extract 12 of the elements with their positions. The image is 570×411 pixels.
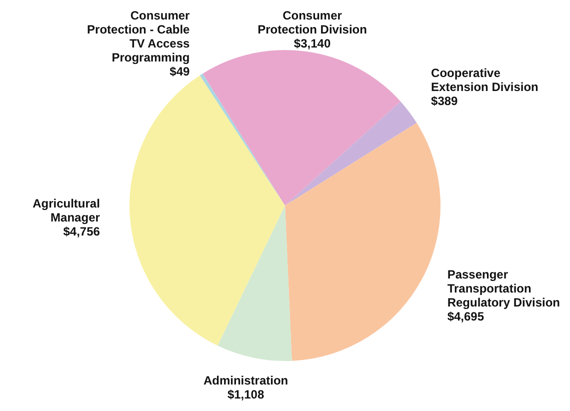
data-label: $1,108 bbox=[227, 387, 264, 402]
slice-label: Consumer Protection Division bbox=[258, 8, 367, 36]
slice-label: Consumer Protection - Cable TV Access Programming bbox=[87, 8, 190, 64]
data-label: $3,140 bbox=[294, 36, 331, 50]
data-label: $4,756 bbox=[63, 224, 100, 239]
data-label: $49 bbox=[170, 64, 190, 78]
slice-label: Cooperative Extension Division bbox=[431, 66, 538, 94]
data-label: $4,695 bbox=[447, 310, 484, 324]
data-label: $389 bbox=[431, 94, 458, 108]
slice-label: Administration bbox=[203, 373, 288, 388]
slice-label: Passenger Transportation Regulatory Division bbox=[447, 268, 560, 310]
slice-label: Agricultural Manager bbox=[32, 196, 100, 225]
